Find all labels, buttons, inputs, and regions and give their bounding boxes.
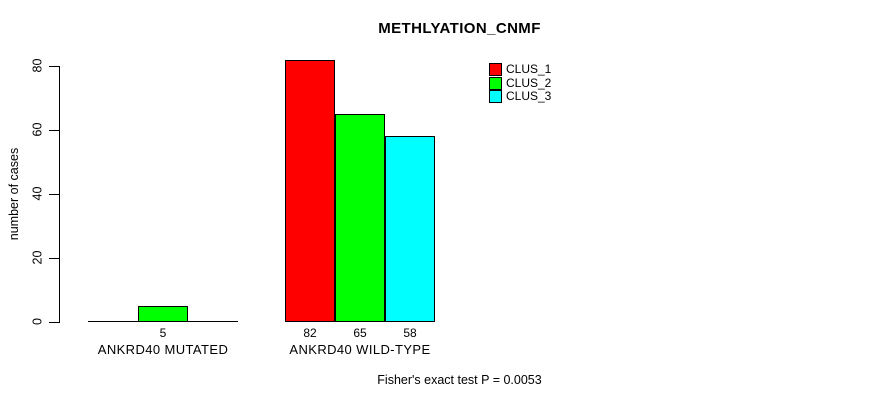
bar-value-label: 58 [403, 326, 417, 340]
bar-clus_3-group1 [188, 321, 238, 322]
legend-label: CLUS_2 [506, 75, 552, 90]
chart-title: METHLYATION_CNMF [378, 20, 541, 37]
y-tick-label: 40 [30, 186, 45, 201]
bar-clus_1-group2 [285, 60, 335, 322]
legend-swatch-icon [489, 76, 502, 90]
y-axis-tick [49, 194, 60, 195]
bar-clus_3-group2 [385, 136, 435, 322]
y-tick-label: 20 [30, 250, 45, 265]
bar-clus_2-group2 [335, 114, 385, 322]
bar-value-label: 82 [303, 326, 317, 340]
legend-swatch-icon [489, 63, 502, 77]
legend-swatch-icon [489, 89, 502, 103]
y-axis-tick [49, 130, 60, 131]
bar-value-label: 65 [353, 326, 367, 340]
y-axis-tick [49, 258, 60, 259]
y-axis-tick [49, 322, 60, 323]
legend-label: CLUS_1 [506, 62, 552, 77]
x-category-label: ANKRD40 WILD-TYPE [289, 342, 431, 357]
legend-item-clus_2: CLUS_2 [489, 75, 552, 90]
x-category-label: ANKRD40 MUTATED [97, 342, 229, 357]
y-axis-tick [49, 66, 60, 67]
y-tick-label: 0 [30, 318, 45, 325]
bar-value-label: 5 [159, 326, 167, 340]
y-tick-label: 60 [30, 122, 45, 137]
legend-label: CLUS_3 [506, 88, 552, 103]
bar-clus_2-group1 [138, 306, 188, 322]
stat-annotation: Fisher's exact test P = 0.0053 [377, 373, 542, 387]
y-tick-label: 80 [30, 58, 45, 73]
legend-item-clus_1: CLUS_1 [489, 62, 552, 77]
legend-item-clus_3: CLUS_3 [489, 88, 552, 103]
legend: CLUS_1 CLUS_2 CLUS_3 [489, 63, 551, 103]
bar-clus_1-group1 [88, 321, 138, 322]
